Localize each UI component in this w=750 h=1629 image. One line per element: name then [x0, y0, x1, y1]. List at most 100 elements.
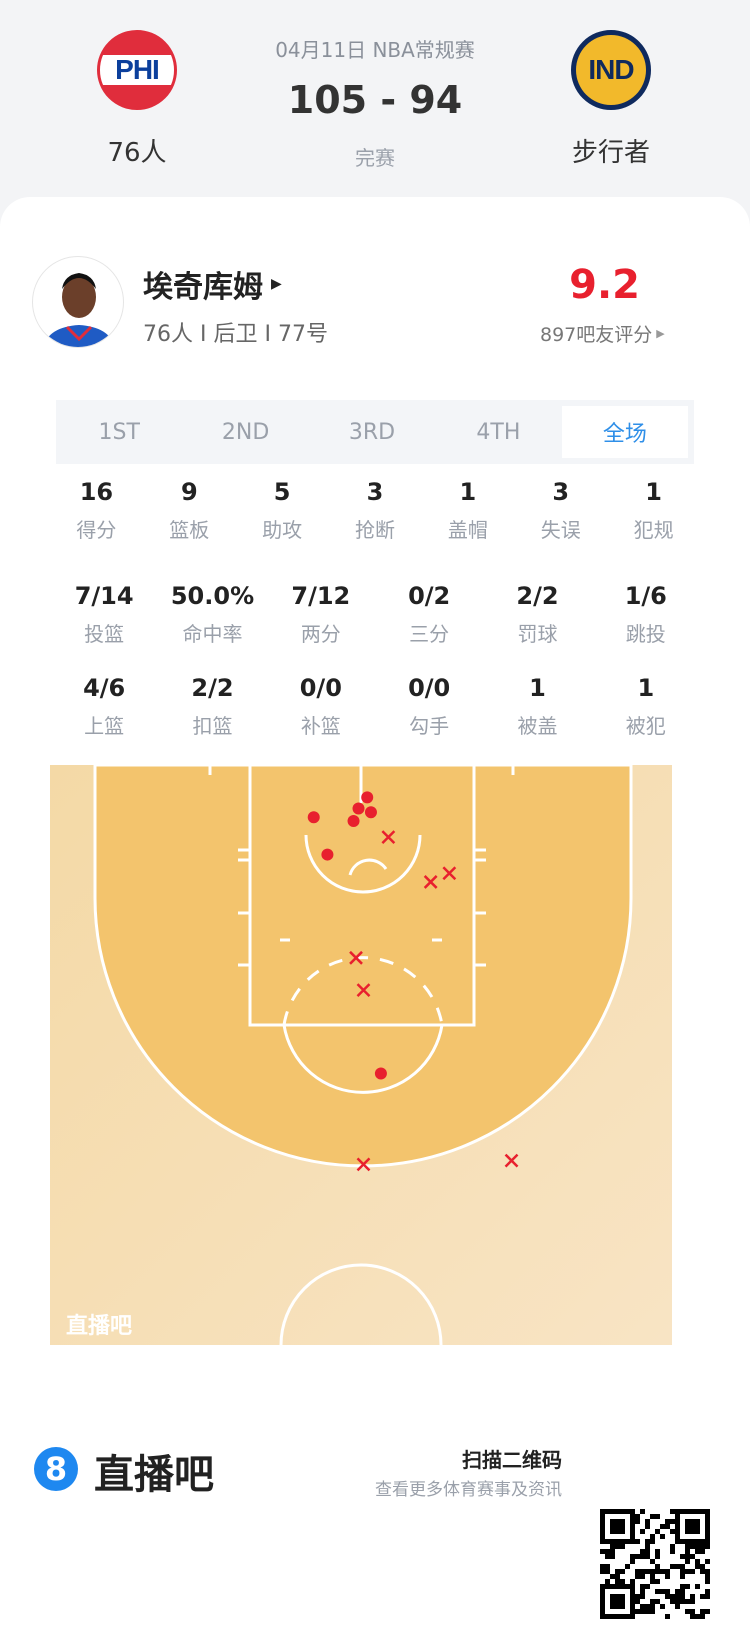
- stat-item: 1 被盖: [483, 674, 591, 739]
- home-team-name[interactable]: 76人: [107, 138, 167, 168]
- stat-item: 0/2 三分: [375, 582, 483, 647]
- missed-shot-marker: [356, 983, 371, 998]
- watermark: 直播吧: [66, 1313, 132, 1339]
- stat-label: 上篮: [84, 714, 125, 738]
- stat-value: 3: [366, 478, 384, 506]
- stat-item: 9 篮板: [143, 478, 236, 543]
- court-lines: [208, 765, 515, 1345]
- stat-label: 跳投: [625, 622, 666, 646]
- period-tabs: 1ST 2ND 3RD 4TH 全场: [56, 400, 694, 464]
- stat-label: 两分: [300, 622, 341, 646]
- stat-item: 1/6 跳投: [592, 582, 700, 647]
- caret-right-icon: ▶: [656, 327, 665, 340]
- player-avatar[interactable]: [32, 256, 124, 348]
- tab-3rd[interactable]: 3RD: [348, 419, 396, 445]
- stat-value: 4/6: [83, 674, 126, 702]
- stat-label: 命中率: [182, 622, 243, 646]
- missed-shot-marker: [349, 950, 363, 965]
- stat-item: 1 被犯: [592, 674, 700, 739]
- stat-item: 7/14 投篮: [50, 582, 158, 647]
- stat-value: 9: [180, 478, 198, 506]
- qr-title: 扫描二维码: [462, 1448, 562, 1472]
- stat-label: 扣篮: [192, 714, 233, 738]
- stat-value: 0/0: [299, 674, 342, 702]
- stat-item: 3 失误: [514, 478, 607, 543]
- player-photo-icon: [43, 273, 115, 347]
- stats-row-basic: 16 得分 9 篮板 5 助攻 3 抢断 1 盖帽 3 失误 1 犯规: [50, 478, 700, 543]
- qr-code-icon[interactable]: [600, 1509, 710, 1619]
- tab-2nd[interactable]: 2ND: [221, 419, 270, 445]
- caret-right-icon: ▶: [271, 276, 282, 292]
- stat-label: 失误: [540, 518, 581, 542]
- stat-value: 1: [529, 674, 546, 702]
- rating-count: 897吧友评分: [540, 324, 653, 346]
- stat-value: 16: [79, 478, 114, 506]
- three-point-area: [93, 765, 633, 1168]
- stat-item: 2/2 扣篮: [158, 674, 266, 739]
- made-shot-marker: [307, 811, 320, 824]
- stat-item: 50.0% 命中率: [158, 582, 266, 647]
- stat-label: 投篮: [84, 622, 125, 646]
- stat-item: 0/0 勾手: [375, 674, 483, 739]
- stat-label: 助攻: [262, 518, 303, 542]
- stat-label: 罚球: [517, 622, 558, 646]
- player-info: 76人 I 后卫 I 77号: [143, 322, 328, 347]
- made-shot-marker: [374, 1067, 387, 1080]
- player-name: 埃奇库姆: [143, 270, 263, 305]
- stat-label: 三分: [409, 622, 450, 646]
- ind-team-logo[interactable]: IND: [571, 30, 651, 110]
- missed-shot-marker: [504, 1153, 519, 1168]
- stat-value: 1: [637, 674, 655, 702]
- stat-item: 2/2 罚球: [483, 582, 591, 647]
- match-date-league: 04月11日 NBA常规赛: [275, 38, 475, 62]
- missed-shot-marker: [381, 830, 396, 845]
- stat-value: 1: [645, 478, 662, 506]
- stat-label: 得分: [76, 518, 117, 542]
- brand-name: 直播吧: [94, 1452, 214, 1498]
- made-shot-marker: [364, 806, 377, 819]
- stat-item: 16 得分: [50, 478, 143, 543]
- phi-team-logo[interactable]: PHI: [97, 30, 177, 110]
- brand-logo-icon: 8: [34, 1447, 78, 1491]
- stat-value: 2/2: [191, 674, 234, 702]
- match-status: 完赛: [355, 146, 395, 170]
- shot-chart: 直播吧: [50, 765, 672, 1345]
- stat-item: 4/6 上篮: [50, 674, 158, 739]
- player-name-link[interactable]: 埃奇库姆 ▶: [143, 262, 282, 306]
- made-shot-marker: [321, 848, 334, 861]
- stat-item: 0/0 补篮: [267, 674, 375, 739]
- stat-label: 被犯: [625, 714, 666, 738]
- stat-value: 1/6: [624, 582, 667, 610]
- made-shot-marker: [361, 791, 374, 804]
- stat-value: 1: [459, 478, 477, 506]
- stat-value: 0/0: [408, 674, 451, 702]
- stat-value: 7/12: [291, 582, 351, 610]
- away-team-name[interactable]: 步行者: [571, 138, 650, 168]
- shots: [307, 791, 519, 1172]
- stat-item: 7/12 两分: [267, 582, 375, 647]
- stat-item: 1 犯规: [607, 478, 700, 543]
- missed-shot-marker: [356, 1157, 371, 1172]
- tab-4th[interactable]: 4TH: [476, 419, 521, 445]
- stat-label: 犯规: [633, 518, 674, 542]
- stat-value: 7/14: [74, 582, 134, 610]
- stat-item: 5 助攻: [236, 478, 329, 543]
- stat-label: 勾手: [409, 714, 450, 738]
- missed-shot-marker: [423, 875, 438, 889]
- qr-subtitle: 查看更多体育赛事及资讯: [375, 1480, 562, 1500]
- tab-full-game[interactable]: 全场: [561, 406, 689, 458]
- stats-row-shot-types: 4/6 上篮 2/2 扣篮 0/0 补篮 0/0 勾手 1 被盖 1 被犯: [50, 674, 700, 739]
- stat-label: 补篮: [300, 714, 341, 738]
- rating-link[interactable]: 897吧友评分 ▶: [540, 320, 665, 347]
- made-shot-marker: [347, 814, 360, 827]
- player-rating: 9.2: [569, 262, 640, 308]
- stat-label: 被盖: [517, 714, 558, 738]
- stat-label: 抢断: [355, 518, 395, 542]
- stats-row-shooting: 7/14 投篮 50.0% 命中率 7/12 两分 0/2 三分 2/2 罚球 1/6 跳投: [50, 582, 700, 647]
- stat-value: 5: [273, 478, 291, 506]
- stat-label: 盖帽: [447, 518, 488, 542]
- stat-value: 0/2: [408, 582, 451, 610]
- stat-value: 2/2: [516, 582, 559, 610]
- stat-item: 3 抢断: [329, 478, 422, 543]
- tab-1st[interactable]: 1ST: [98, 419, 140, 445]
